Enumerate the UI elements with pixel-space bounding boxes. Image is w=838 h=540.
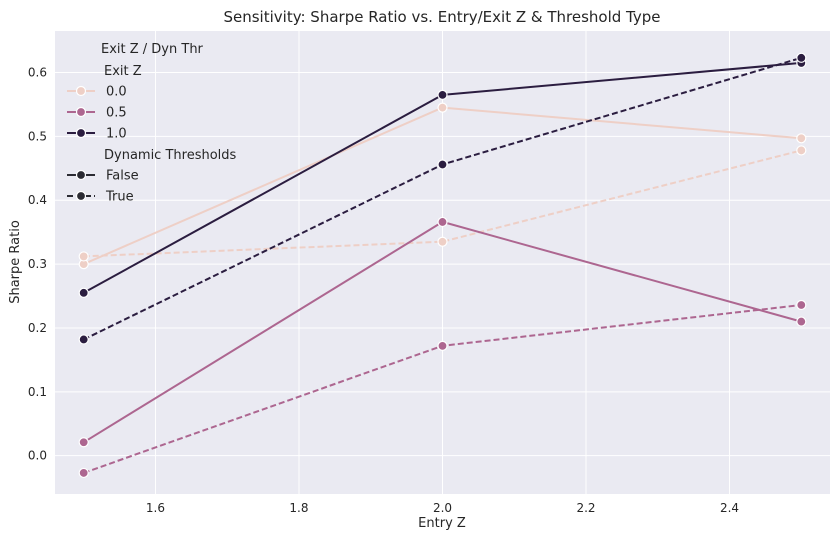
series-0.5-false (78, 216, 807, 448)
legend-swatch-marker (75, 127, 87, 139)
legend-label: 1.0 (106, 127, 127, 142)
data-point (796, 52, 807, 63)
y-tick-label: 0.4 (28, 193, 47, 207)
data-point (796, 316, 807, 327)
legend-title: Exit Z / Dyn Thr (101, 42, 204, 57)
x-tick-label: 2.2 (576, 501, 595, 515)
legend-swatch-marker (75, 85, 87, 97)
series-1.0-true (78, 52, 807, 345)
y-tick-label: 0.0 (28, 449, 47, 463)
data-point (796, 133, 807, 144)
data-point (437, 159, 448, 170)
x-tick-label: 2.4 (720, 501, 739, 515)
legend-style-heading: Dynamic Thresholds (104, 148, 237, 163)
x-axis-title: Entry Z (418, 516, 466, 531)
legend: Exit Z / Dyn Thr Exit Z 0.0 0.5 1.0 Dynami… (67, 42, 237, 205)
legend-label: False (106, 169, 139, 184)
y-tick-label: 0.1 (28, 385, 47, 399)
series-0.5-true (78, 299, 807, 479)
y-tick-label: 0.6 (28, 66, 47, 80)
legend-style-entry: True (67, 190, 134, 205)
legend-hue-heading: Exit Z (104, 64, 142, 79)
series-line (83, 149, 802, 258)
data-point (796, 145, 807, 156)
data-point (437, 340, 448, 351)
y-tick-labels: 0.0 0.1 0.2 0.3 0.4 0.5 0.6 (28, 66, 47, 463)
legend-label: 0.0 (106, 85, 127, 100)
legend-swatch-marker (75, 190, 87, 202)
data-point (78, 437, 89, 448)
data-point (796, 299, 807, 311)
legend-label: True (105, 190, 134, 205)
data-point (437, 236, 448, 247)
x-tick-label: 1.8 (289, 501, 308, 515)
y-tick-label: 0.5 (28, 129, 47, 143)
legend-swatch-marker (75, 106, 87, 118)
series-0.0-true (78, 145, 807, 262)
legend-swatch-marker (75, 169, 87, 181)
data-point (78, 287, 89, 298)
legend-hue-entry: 0.5 (67, 106, 127, 121)
data-point (437, 102, 448, 113)
chart-title: Sensitivity: Sharpe Ratio vs. Entry/Exit… (223, 8, 660, 26)
x-tick-label: 1.6 (146, 501, 165, 515)
data-point (437, 89, 448, 100)
y-tick-label: 0.2 (28, 321, 47, 335)
data-point (78, 251, 89, 262)
data-point (437, 216, 448, 228)
data-point (78, 467, 89, 479)
series-0.0-false (78, 102, 807, 270)
legend-hue-entry: 0.0 (67, 85, 127, 100)
y-tick-label: 0.3 (28, 257, 47, 271)
series-1.0-false (78, 57, 807, 298)
series-layer (78, 52, 807, 479)
legend-hue-entry: 1.0 (67, 127, 127, 142)
legend-style-entry: False (67, 169, 139, 184)
y-axis-title: Sharpe Ratio (8, 220, 23, 304)
legend-label: 0.5 (106, 106, 127, 121)
data-point (78, 334, 89, 345)
x-tick-label: 2.0 (433, 501, 452, 515)
x-tick-labels: 1.6 1.8 2.0 2.2 2.4 (146, 501, 739, 515)
